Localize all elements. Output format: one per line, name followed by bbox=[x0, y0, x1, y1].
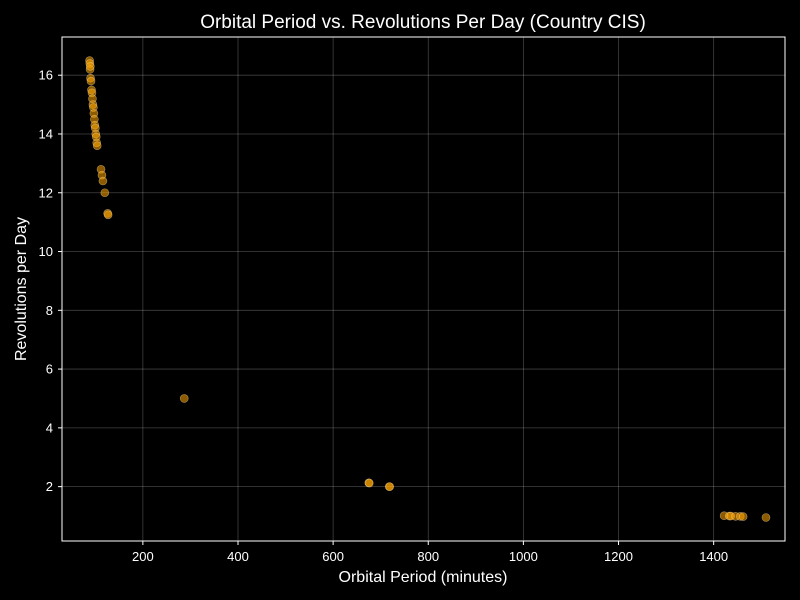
y-tick-label: 2 bbox=[46, 479, 53, 494]
data-point bbox=[86, 62, 95, 71]
x-tick-label: 400 bbox=[227, 549, 249, 564]
data-point bbox=[738, 512, 748, 521]
grid-layer bbox=[62, 37, 785, 541]
x-tick-label: 600 bbox=[322, 549, 344, 564]
data-point bbox=[385, 482, 395, 491]
x-tick-label: 200 bbox=[132, 549, 154, 564]
y-tick-label: 8 bbox=[46, 303, 53, 318]
x-tick-label: 1400 bbox=[699, 549, 728, 564]
y-tick-label: 6 bbox=[46, 362, 53, 377]
y-tick-label: 16 bbox=[39, 68, 53, 83]
data-point bbox=[86, 76, 96, 86]
data-point bbox=[92, 141, 102, 151]
x-axis-label: Orbital Period (minutes) bbox=[339, 569, 508, 586]
y-tick-label: 10 bbox=[39, 244, 53, 259]
chart-title: Orbital Period vs. Revolutions Per Day (… bbox=[200, 12, 646, 33]
x-tick-label: 1000 bbox=[509, 549, 538, 564]
x-tick-label: 800 bbox=[417, 549, 439, 564]
data-point bbox=[100, 188, 110, 198]
data-point bbox=[103, 210, 113, 220]
data-point bbox=[98, 176, 108, 186]
y-axis-label: Revolutions per Day bbox=[13, 217, 30, 361]
data-point bbox=[761, 513, 771, 522]
x-tick-label: 1200 bbox=[604, 549, 633, 564]
axes-layer bbox=[61, 36, 786, 542]
ticks-layer: 200 400 600 800 1000 1200 1400 2 4 6 8 10 12 14 16 bbox=[39, 68, 729, 564]
data-point bbox=[364, 478, 374, 488]
y-tick-label: 14 bbox=[39, 126, 53, 141]
points-layer bbox=[85, 56, 771, 522]
y-tick-label: 4 bbox=[46, 420, 53, 435]
y-tick-label: 12 bbox=[39, 185, 53, 200]
data-point bbox=[179, 394, 189, 403]
plot-frame bbox=[61, 36, 786, 542]
